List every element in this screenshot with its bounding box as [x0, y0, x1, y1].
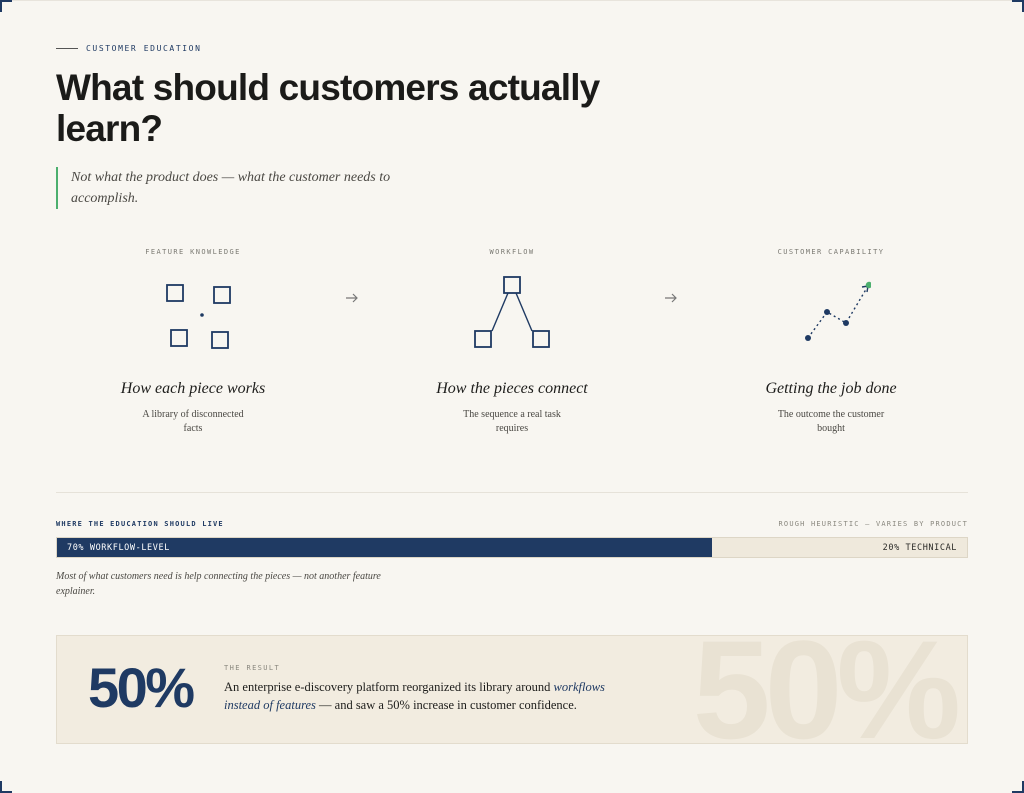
top-border — [0, 0, 1024, 1]
result-stat: 50% — [88, 656, 195, 719]
stage-description: A library of disconnected facts — [142, 409, 244, 434]
connected-nodes-icon — [474, 276, 550, 348]
scattered-squares-icon — [166, 284, 231, 349]
stage-description: The outcome the customer bought — [777, 409, 885, 434]
stage-title: Getting the job done — [765, 380, 897, 397]
trend-up-icon — [805, 281, 871, 341]
eyebrow-text: CUSTOMER EDUCATION — [86, 44, 202, 53]
stage-customer-capability: CUSTOMER CAPABILITY Getting the job done… — [741, 248, 921, 436]
page-title: What should customers actually learn? — [56, 67, 600, 149]
stage-description: The sequence a real task requires — [463, 409, 561, 434]
ghost-number: 50% — [692, 635, 961, 744]
stage-label: WORKFLOW — [489, 248, 535, 256]
arrow-right-icon — [346, 293, 358, 303]
stage-feature-knowledge: FEATURE KNOWLEDGE How each piece works A… — [103, 248, 283, 436]
stage-label: FEATURE KNOWLEDGE — [145, 248, 241, 256]
stage-workflow: WORKFLOW How the pieces connect The sequ… — [422, 248, 602, 436]
eyebrow: CUSTOMER EDUCATION — [56, 44, 202, 53]
eyebrow-rule — [56, 48, 78, 49]
technical-segment: 20% TECHNICAL — [882, 542, 957, 553]
corner-mark-top-left — [0, 0, 12, 12]
result-panel: 50% 50% THE RESULT An enterprise e-disco… — [56, 635, 968, 744]
allocation-caption: Most of what customers need is help conn… — [56, 571, 381, 597]
result-text-emphasis: workflows instead of features — [224, 680, 605, 712]
allocation-header: WHERE THE EDUCATION SHOULD LIVE ROUGH HE… — [56, 520, 968, 528]
section-divider — [56, 492, 968, 493]
result-text: An enterprise e-discovery platform reorg… — [224, 678, 614, 714]
stage-label: CUSTOMER CAPABILITY — [777, 248, 885, 256]
workflow-segment: 70% WORKFLOW-LEVEL — [57, 538, 713, 557]
result-text-before: An enterprise e-discovery platform reorg… — [224, 680, 554, 694]
result-label: THE RESULT — [224, 664, 281, 672]
arrow-right-icon — [665, 293, 677, 303]
allocation-note: ROUGH HEURISTIC — VARIES BY PRODUCT — [778, 520, 968, 528]
corner-mark-bottom-left — [0, 781, 12, 793]
allocation-heading: WHERE THE EDUCATION SHOULD LIVE — [56, 520, 224, 528]
result-text-after: — and saw a 50% increase in customer con… — [315, 698, 577, 712]
corner-mark-top-right — [1012, 0, 1024, 12]
corner-mark-bottom-right — [1012, 781, 1024, 793]
stage-title: How the pieces connect — [436, 380, 588, 397]
allocation-bar: 70% WORKFLOW-LEVEL 20% TECHNICAL — [56, 537, 968, 558]
subtitle-quote: Not what the product does — what the cus… — [56, 167, 401, 209]
stage-title: How each piece works — [120, 380, 266, 397]
